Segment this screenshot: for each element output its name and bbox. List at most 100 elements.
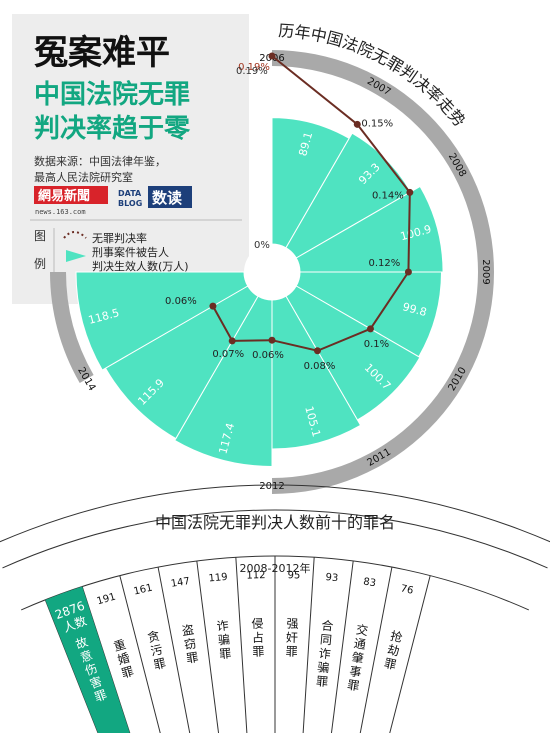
- bar-category-char: 婚: [116, 651, 131, 668]
- rate-value-label: 0.06%: [252, 350, 284, 361]
- rate-value-label: 0.15%: [361, 118, 393, 129]
- bottom-arc-outer: [0, 484, 550, 543]
- outer-ring-band-2014: [50, 272, 94, 383]
- bar-category-char: 罪: [93, 687, 109, 704]
- bar-category-char: 罪: [383, 656, 398, 672]
- bar-value-label: 76: [399, 583, 414, 597]
- subtitle-line-1: 中国法院无罪: [34, 79, 190, 110]
- bottom-divider: [235, 557, 248, 733]
- bar-category-char: 肇: [351, 649, 365, 666]
- legend-li: 例: [34, 257, 46, 271]
- rate-value-label: 0.07%: [212, 349, 244, 360]
- bar-category-char: 诈: [216, 618, 229, 633]
- year-label-2009: 2009: [480, 259, 491, 284]
- main-title: 冤案难平: [34, 33, 170, 73]
- header-panel: [12, 14, 249, 304]
- rate-point: [228, 337, 236, 345]
- bar-category-char: 罪: [252, 645, 264, 659]
- rate-point: [404, 268, 412, 276]
- shudu-logo: 数读: [152, 189, 182, 207]
- bar-value-label: 93: [325, 572, 339, 584]
- bottom-divider: [389, 575, 431, 733]
- rate-point: [353, 120, 361, 128]
- bar-value-label: 191: [96, 592, 117, 608]
- bottom-divider: [302, 557, 315, 733]
- bar-category-char: 罪: [219, 646, 232, 661]
- rate-point: [366, 325, 374, 333]
- rate-value-label: 0.1%: [364, 339, 389, 350]
- outer-ring: [50, 50, 494, 494]
- bottom-subtitle: 2008-2012年: [240, 561, 311, 575]
- bar-category-char: 害: [88, 673, 104, 691]
- bar-category-char: 诈: [318, 646, 331, 661]
- bar-value-label: 119: [208, 572, 228, 585]
- bottom-divider: [157, 566, 191, 733]
- bar-category-char: 污: [149, 642, 164, 658]
- bottom-divider: [119, 575, 161, 733]
- bottom-arc-title: [2, 509, 548, 569]
- bar-value-label: 112: [246, 570, 265, 582]
- bar-category-char: 骗: [317, 659, 330, 675]
- rate-point: [313, 347, 321, 355]
- bar-category-char: 故: [73, 634, 89, 652]
- bar-category-char: 抢: [389, 628, 404, 645]
- sector-value-label: 99.8: [401, 300, 428, 319]
- bar-category-char: 通: [353, 636, 367, 652]
- legend-line-label: 无罪判决率: [92, 231, 147, 245]
- netease-logo: 網易新聞: [38, 188, 90, 204]
- source-line-2: 最高人民法院研究室: [34, 170, 133, 184]
- sector-layer: 89.193.3100.999.8100.7105.1117.4115.9118…: [75, 117, 444, 467]
- bar-category-char: 交: [355, 622, 369, 639]
- sector-value-label: 89.1: [296, 131, 315, 158]
- bar-category-char: 罪: [285, 645, 297, 659]
- bar-category-char: 合: [321, 617, 334, 633]
- bar-category-char: 罪: [346, 678, 360, 694]
- bottom-section: 2876人数故意伤害罪191重婚罪161贪污罪147盗窃罪119诈骗罪112侵占…: [0, 484, 550, 733]
- rate-point: [268, 52, 276, 60]
- legend-area-label-2: 判决生效人数(万人): [92, 259, 189, 273]
- bar-category-char: 侵: [251, 616, 263, 631]
- bar-value-label: 83: [362, 577, 376, 590]
- legend-area-icon: [66, 250, 86, 262]
- bar-category-char: 贪: [146, 628, 161, 645]
- bar-category-char: 伤: [83, 661, 99, 678]
- bar-category-char: 劫: [386, 642, 401, 658]
- datablog-logo-1: DATA: [118, 189, 142, 198]
- bar-category-char: 罪: [152, 656, 167, 672]
- bottom-title: 中国法院无罪判决人数前十的罪名: [155, 513, 395, 532]
- source-line-1: 数据来源：中国法律年鉴，: [34, 154, 166, 168]
- rate-value-label: 0.06%: [165, 296, 197, 307]
- rate-point: [268, 336, 276, 344]
- center-hole: [244, 244, 300, 300]
- bar-category-char: 事: [348, 664, 362, 680]
- rate-point: [406, 188, 414, 196]
- rate-line-layer: 0.19% 0.15% 0.14% 0.12% 0.1% 0.08% 0.06% 0.07% 0…: [165, 52, 414, 372]
- bar-category-char: 罪: [185, 650, 199, 666]
- bar-category-char: 占: [252, 630, 264, 645]
- legend-area-label-1: 刑事案件被告人: [92, 245, 169, 259]
- bottom-divider: [359, 566, 393, 733]
- rate-point: [209, 302, 217, 310]
- bottom-divider: [330, 560, 354, 733]
- axis-max-label: 0.19%: [236, 66, 268, 77]
- bar-value-label: 95: [287, 570, 300, 581]
- legend-tu: 图: [34, 229, 46, 243]
- bottom-highlight-sector: [45, 586, 130, 733]
- bar-category-char: 罪: [120, 664, 135, 681]
- bar-category-char: 骗: [217, 631, 230, 647]
- bar-category-char: 奸: [286, 631, 298, 645]
- bar-category-char: 盗: [181, 622, 195, 639]
- bar-category-char: 强: [286, 617, 298, 631]
- rate-value-label: 0.08%: [304, 361, 336, 372]
- bar-category-char: 重: [112, 637, 127, 654]
- bar-value-label: 147: [170, 576, 191, 590]
- rate-value-label: 0.19%: [238, 62, 270, 73]
- bar-category-char: 同: [319, 632, 332, 647]
- netease-url: news.163.com: [35, 208, 86, 216]
- datablog-logo-2: BLOG: [118, 199, 142, 208]
- rate-value-label: 0.12%: [369, 258, 401, 269]
- bar-category-char: 罪: [315, 674, 328, 689]
- year-label-2012: 2012: [259, 481, 284, 492]
- bottom-divider: [196, 560, 220, 733]
